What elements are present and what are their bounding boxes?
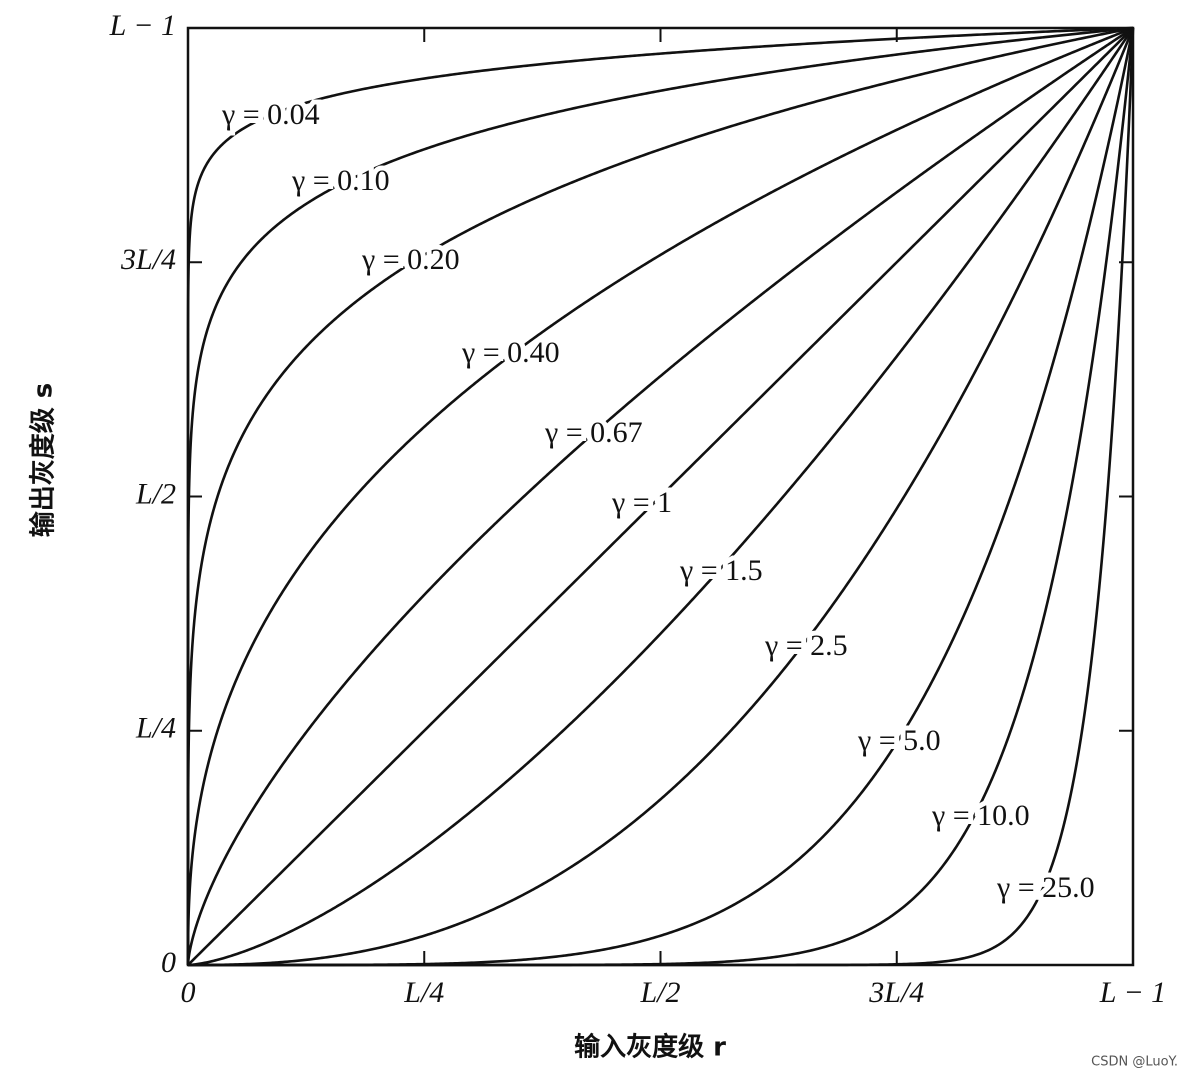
curve-label: γ = 0.67 xyxy=(544,416,643,449)
x-axis-label: 输入灰度级 r xyxy=(574,1032,726,1063)
curve-label: γ = 1 xyxy=(611,486,672,519)
curve-label: γ = 0.10 xyxy=(291,164,390,197)
curve-label: γ = 5.0 xyxy=(857,724,941,757)
y-tick-label: L/4 xyxy=(135,712,176,745)
x-tick-label: L/4 xyxy=(403,976,444,1009)
y-tick-label: 3L/4 xyxy=(120,243,176,276)
gamma-curve xyxy=(187,27,1134,966)
curve-label: γ = 0.20 xyxy=(361,243,460,276)
gamma-curve xyxy=(188,27,1135,967)
curve-label: γ = 2.5 xyxy=(764,629,848,662)
gamma-curve xyxy=(188,27,1135,967)
y-tick-label: 0 xyxy=(161,946,176,979)
curve-label: γ = 0.04 xyxy=(221,98,320,131)
x-tick-label: 0 xyxy=(181,976,196,1009)
watermark: CSDN @LuoY. xyxy=(1091,1055,1178,1070)
x-tick-label: L/2 xyxy=(639,976,680,1009)
curve-label: γ = 25.0 xyxy=(996,871,1095,904)
gamma-curve xyxy=(187,27,1135,967)
gamma-curve xyxy=(186,26,1134,965)
curve-label: γ = 1.5 xyxy=(679,554,763,587)
x-tick-label: L − 1 xyxy=(1099,976,1166,1009)
y-axis-label: 输出灰度级 s xyxy=(28,383,59,538)
curve-label: γ = 10.0 xyxy=(931,799,1030,832)
gamma-curve xyxy=(186,26,1134,966)
gamma-curve xyxy=(186,26,1134,965)
gamma-curve xyxy=(186,26,1134,965)
curve-label: γ = 0.40 xyxy=(461,336,560,369)
gamma-curve xyxy=(188,27,1135,967)
y-tick-label: L/2 xyxy=(135,477,176,510)
x-tick-label: 3L/4 xyxy=(868,976,924,1009)
y-tick-label: L − 1 xyxy=(109,9,176,42)
